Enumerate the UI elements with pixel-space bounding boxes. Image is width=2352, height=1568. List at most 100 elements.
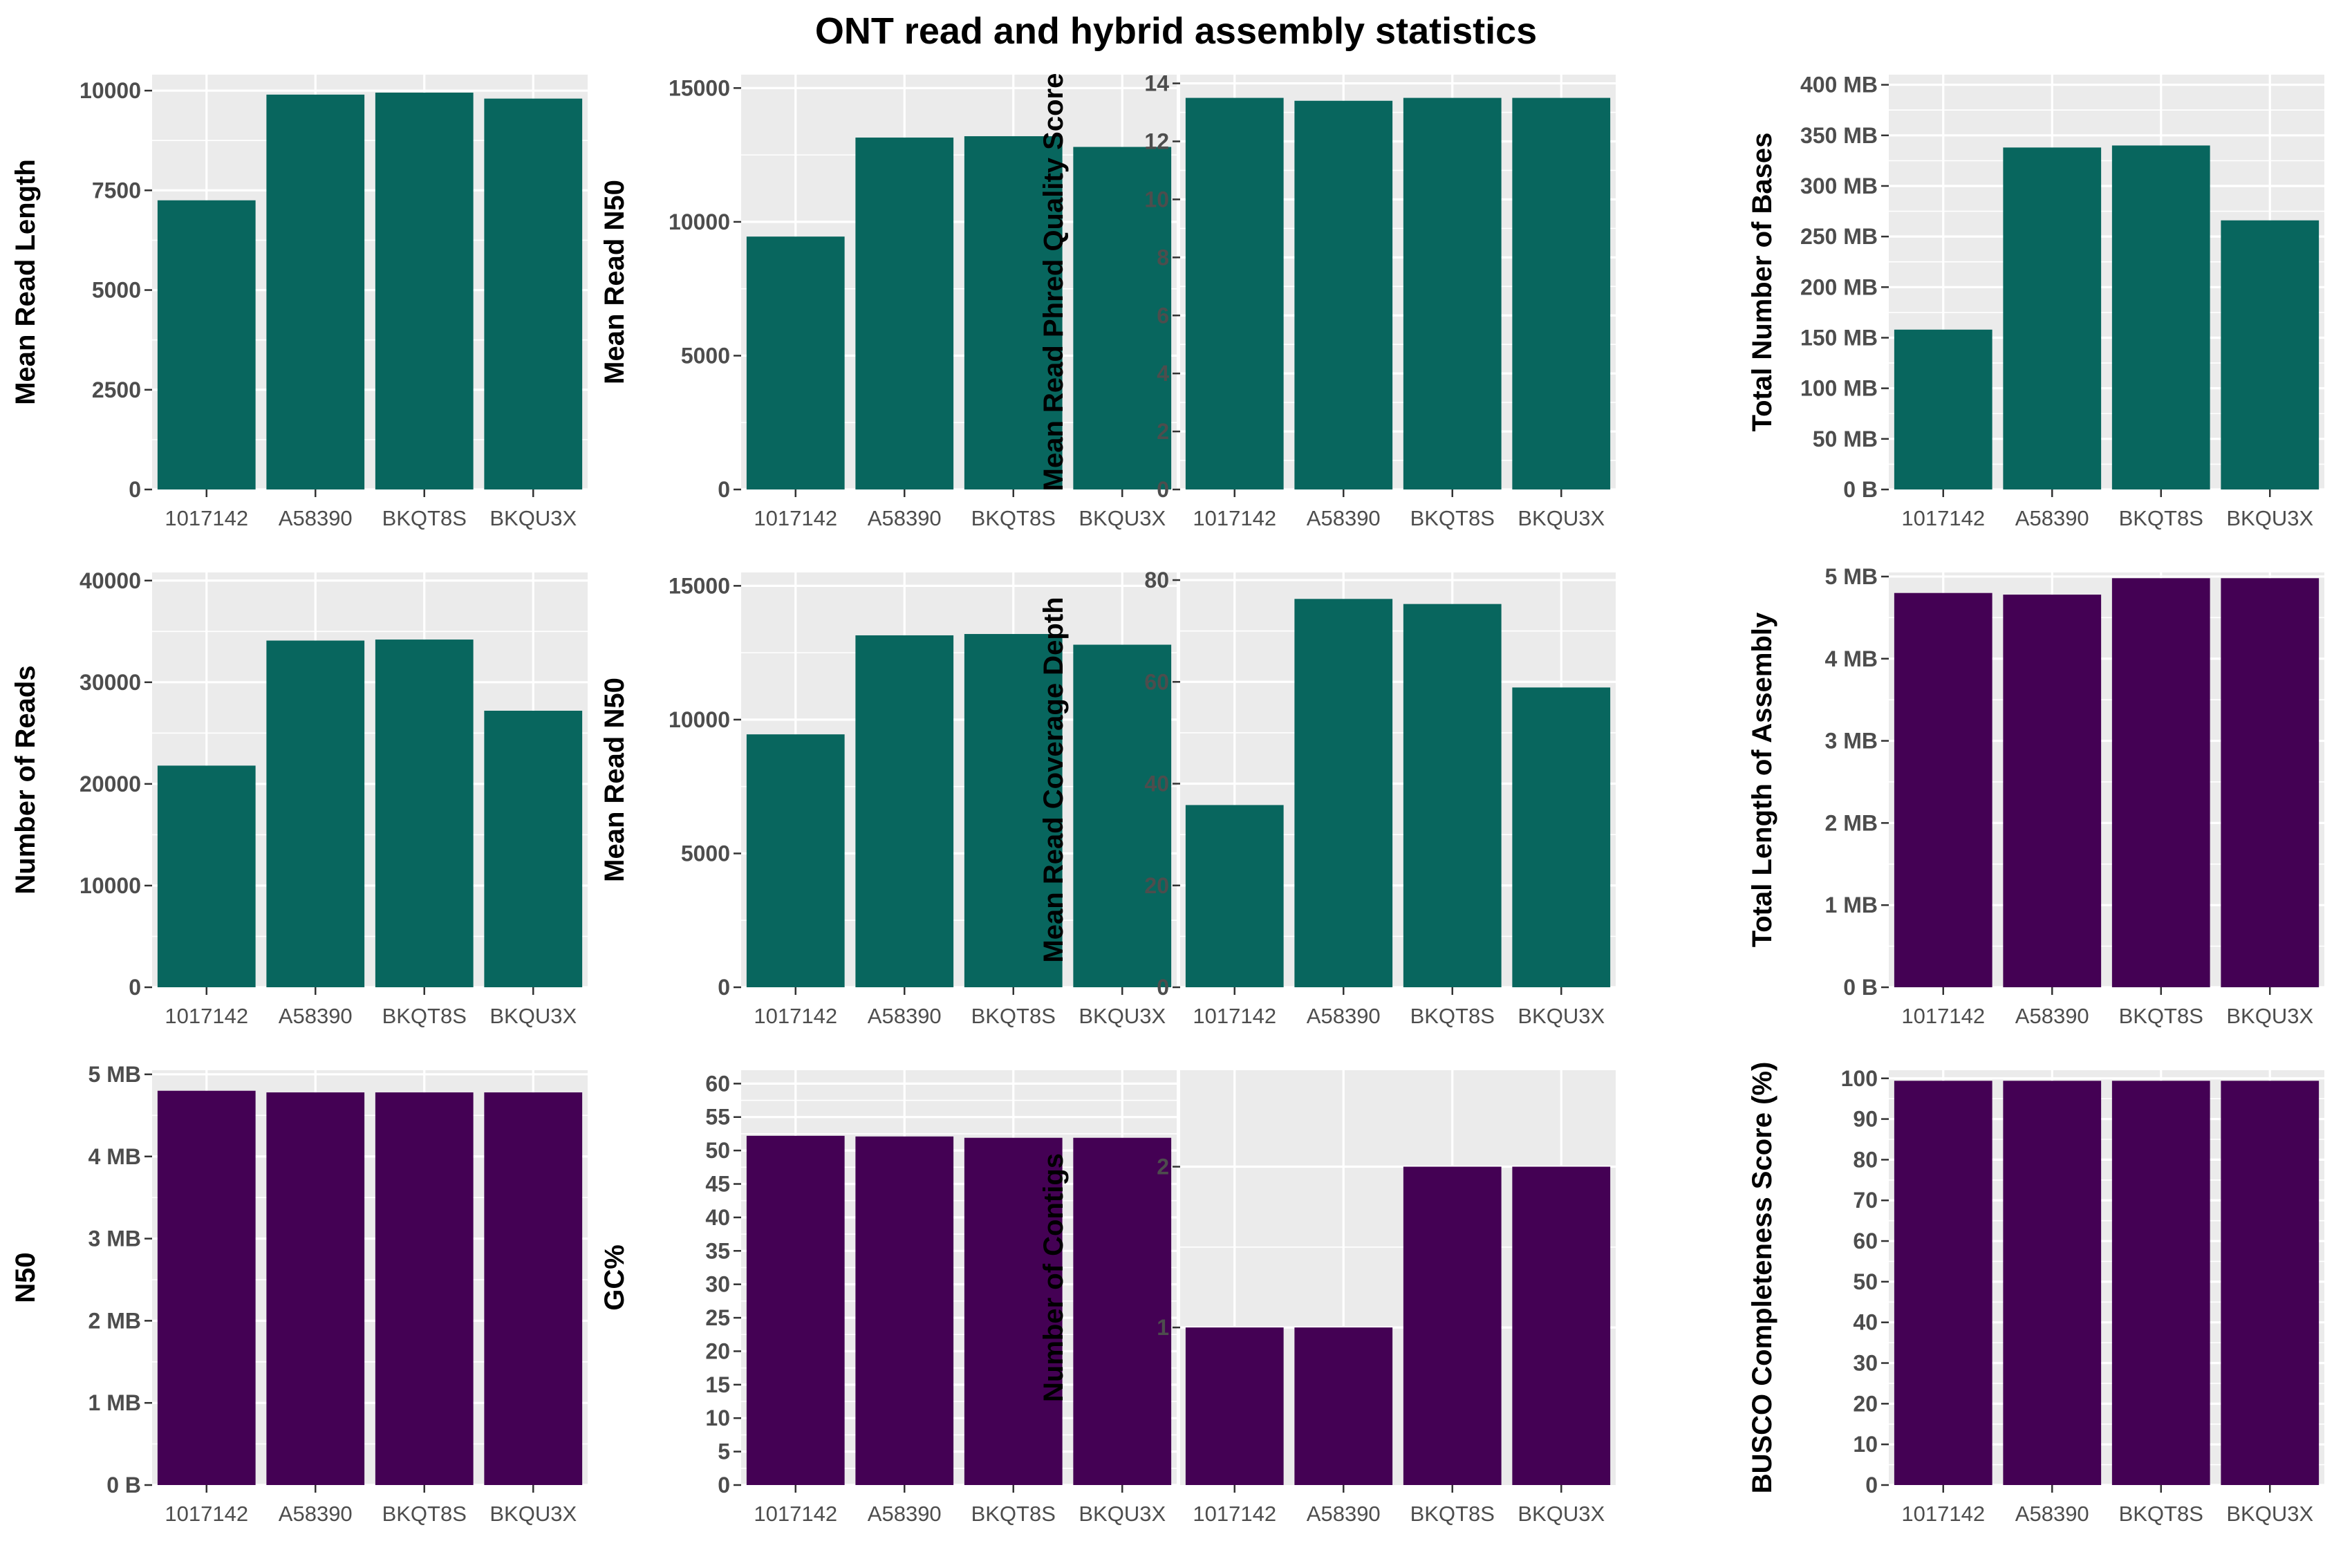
bar[interactable]: [1185, 805, 1284, 987]
bar[interactable]: [375, 640, 474, 987]
x-tick-label: 1017142: [754, 1004, 837, 1028]
x-tick-label: 1017142: [165, 1004, 248, 1028]
bar[interactable]: [157, 765, 256, 987]
bar[interactable]: [855, 635, 954, 987]
x-tick-label: 1017142: [1901, 1004, 1985, 1028]
y-tick-label: 3 MB: [88, 1226, 141, 1251]
y-tick-label: 50: [705, 1138, 730, 1163]
y-tick-label: 3 MB: [1825, 729, 1878, 754]
bar[interactable]: [484, 98, 583, 490]
bar[interactable]: [2003, 595, 2102, 987]
y-tick-label: 2 MB: [1825, 810, 1878, 835]
bar[interactable]: [2111, 145, 2210, 489]
y-axis-title: Mean Read N50: [599, 180, 630, 384]
y-tick-label: 10000: [80, 873, 141, 898]
y-tick-label: 25: [705, 1305, 730, 1330]
bar[interactable]: [1403, 97, 1502, 490]
y-tick-label: 15000: [669, 75, 730, 100]
bar[interactable]: [855, 137, 954, 489]
x-tick-label: 1017142: [1193, 1004, 1276, 1028]
bar[interactable]: [1073, 1137, 1172, 1485]
x-tick-label: BKQT8S: [971, 506, 1056, 530]
bar[interactable]: [266, 1092, 365, 1485]
y-tick-label: 55: [705, 1105, 730, 1130]
y-tick-label: 0: [129, 477, 141, 502]
x-tick-label: 1017142: [1193, 506, 1276, 530]
bar[interactable]: [2003, 1081, 2102, 1485]
bar[interactable]: [1073, 644, 1172, 987]
x-tick-label: A58390: [1307, 1502, 1381, 1526]
y-tick-label: 35: [705, 1238, 730, 1263]
y-tick-label: 2 MB: [88, 1308, 141, 1333]
bar[interactable]: [1512, 1166, 1611, 1485]
y-tick-label: 10000: [669, 707, 730, 732]
bar[interactable]: [375, 1092, 474, 1485]
chart-panel: 0 5 10 15 20 25 30 35 40 45 50 55 60 1017142 A58390 BKQ…: [599, 1070, 1177, 1526]
bar[interactable]: [484, 1092, 583, 1485]
bar[interactable]: [1894, 592, 1992, 987]
bar[interactable]: [1294, 599, 1393, 987]
bar[interactable]: [1294, 1327, 1393, 1485]
y-axis-title: Mean Read Coverage Depth: [1038, 597, 1069, 962]
y-tick-label: 0: [718, 477, 730, 502]
bar[interactable]: [375, 92, 474, 489]
y-tick-label: 10000: [669, 209, 730, 234]
bar[interactable]: [964, 634, 1063, 987]
y-tick-label: 5: [718, 1439, 730, 1464]
bar[interactable]: [2221, 1081, 2320, 1485]
bar[interactable]: [964, 136, 1063, 489]
figure-title: ONT read and hybrid assembly statistics: [814, 10, 1538, 52]
x-tick-label: BKQU3X: [1518, 1004, 1605, 1028]
x-tick-label: A58390: [279, 506, 353, 530]
x-tick-label: A58390: [279, 1502, 353, 1526]
bar[interactable]: [157, 200, 256, 489]
y-tick-label: 1 MB: [1825, 893, 1878, 917]
bar[interactable]: [2111, 578, 2210, 987]
x-tick-label: BKQT8S: [971, 1502, 1056, 1526]
x-tick-label: 1017142: [165, 1502, 248, 1526]
bar[interactable]: [266, 640, 365, 987]
y-tick-label: 60: [1853, 1229, 1878, 1253]
y-tick-label: 100: [1841, 1066, 1878, 1091]
x-tick-label: A58390: [868, 506, 942, 530]
bar[interactable]: [2111, 1081, 2210, 1485]
bar[interactable]: [746, 734, 845, 987]
bar[interactable]: [1185, 97, 1284, 490]
bar[interactable]: [1073, 147, 1172, 490]
chart-panel: 0 10 20 30 40 50 60 70 80 90 100 1017142 A58390 BKQT8…: [1747, 1062, 2324, 1526]
y-tick-label: 0 B: [106, 1473, 141, 1497]
bar[interactable]: [1185, 1327, 1284, 1485]
x-tick-label: A58390: [2015, 1004, 2089, 1028]
bar[interactable]: [855, 1136, 954, 1485]
bar[interactable]: [1894, 1081, 1992, 1485]
y-tick-label: 0: [129, 975, 141, 1000]
bar[interactable]: [1512, 97, 1611, 490]
y-tick-label: 2500: [92, 377, 141, 402]
bar[interactable]: [157, 1090, 256, 1485]
y-axis-title: Mean Read Phred Quality Score: [1038, 73, 1069, 492]
bar[interactable]: [1403, 604, 1502, 987]
y-axis-title: Total Number of Bases: [1747, 133, 1777, 432]
bar[interactable]: [1512, 687, 1611, 987]
bar[interactable]: [964, 1137, 1063, 1485]
y-tick-label: 4: [1157, 361, 1169, 386]
x-tick-label: BKQT8S: [2119, 1004, 2203, 1028]
y-tick-label: 4 MB: [1825, 646, 1878, 671]
x-tick-label: BKQT8S: [1410, 506, 1495, 530]
bar[interactable]: [1403, 1166, 1502, 1485]
bar[interactable]: [484, 711, 583, 987]
x-tick-label: A58390: [868, 1502, 942, 1526]
bar[interactable]: [746, 1135, 845, 1485]
bar[interactable]: [2221, 578, 2320, 987]
bar[interactable]: [1294, 100, 1393, 490]
bar[interactable]: [2221, 220, 2320, 489]
y-tick-label: 40: [1853, 1310, 1878, 1335]
bar[interactable]: [1894, 329, 1992, 489]
x-tick-label: BKQU3X: [489, 506, 577, 530]
y-tick-label: 6: [1157, 303, 1169, 328]
bar[interactable]: [2003, 147, 2102, 489]
bar[interactable]: [746, 236, 845, 489]
bar[interactable]: [266, 94, 365, 489]
y-tick-label: 350 MB: [1800, 123, 1878, 148]
